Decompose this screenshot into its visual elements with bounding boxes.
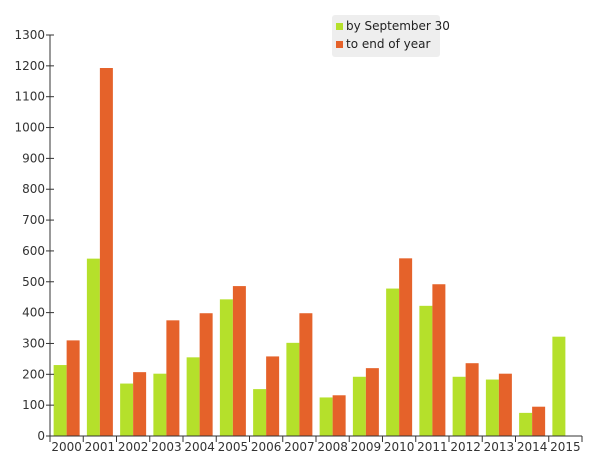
bar-series-2-2003 [166, 320, 180, 436]
bar-series-1-2006 [253, 389, 267, 436]
x-tick-label: 2005 [218, 440, 249, 454]
x-tick-label: 2004 [184, 440, 215, 454]
bar-series-1-2008 [319, 397, 333, 436]
x-tick-label: 2011 [417, 440, 448, 454]
bar-series-1-2001 [86, 258, 100, 436]
x-tick-label: 2002 [118, 440, 149, 454]
bar-series-2-2010 [399, 258, 413, 436]
x-tick-label: 2000 [51, 440, 82, 454]
y-tick-label: 800 [22, 182, 45, 196]
legend-swatch-series-1 [336, 22, 343, 30]
y-tick-label: 1100 [14, 90, 45, 104]
bar-series-2-2013 [498, 373, 512, 436]
x-tick-label: 2013 [484, 440, 515, 454]
bar-series-2-2008 [332, 395, 346, 436]
x-tick-label: 2007 [284, 440, 315, 454]
y-tick-label: 700 [22, 213, 45, 227]
x-tick-label: 2003 [151, 440, 182, 454]
bar-series-2-2014 [532, 406, 546, 436]
y-tick-label: 1200 [14, 59, 45, 73]
bar-series-1-2009 [352, 376, 366, 436]
y-tick-label: 400 [22, 306, 45, 320]
bar-series-2-2001 [99, 68, 113, 436]
legend-swatch-series-2 [336, 40, 343, 48]
x-tick-label: 2015 [550, 440, 581, 454]
x-tick-label: 2014 [517, 440, 548, 454]
y-tick-label: 600 [22, 244, 45, 258]
bar-series-1-2007 [286, 342, 300, 436]
y-tick-label: 0 [37, 429, 45, 443]
y-tick-label: 100 [22, 398, 45, 412]
x-tick-label: 2001 [85, 440, 116, 454]
y-tick-label: 1300 [14, 28, 45, 42]
bar-series-1-2010 [386, 288, 400, 436]
bar-series-2-2002 [133, 372, 147, 436]
x-tick-label: 2012 [450, 440, 481, 454]
bar-series-2-2011 [432, 284, 446, 436]
legend-item-series-1: by September 30 [336, 19, 450, 33]
bar-series-1-2012 [452, 376, 466, 436]
bar-series-1-2014 [519, 412, 533, 436]
bar-series-2-2012 [465, 363, 479, 436]
bar-series-2-2007 [299, 313, 313, 436]
y-axis-ticks: 0 100 200 300 400 500 600 700 800 900 1000 1100 1200… [14, 28, 54, 443]
bar-series-2-2006 [266, 356, 280, 436]
y-tick-label: 300 [22, 336, 45, 350]
bar-series-2-2004 [199, 313, 213, 436]
x-tick-label: 2010 [384, 440, 415, 454]
bar-series-1-2002 [120, 383, 134, 436]
bar-series-1-2015 [552, 336, 566, 436]
y-tick-label: 200 [22, 367, 45, 381]
legend-item-series-2: to end of year [336, 37, 430, 51]
legend: by September 30 to end of year [332, 15, 450, 57]
bar-series-1-2013 [485, 379, 499, 436]
y-tick-label: 900 [22, 151, 45, 165]
x-tick-label: 2008 [317, 440, 348, 454]
bar-series-2-2005 [232, 286, 246, 436]
bar-series-2-2000 [66, 340, 80, 436]
legend-label-series-1: by September 30 [346, 19, 450, 33]
bar-series-1-2011 [419, 305, 433, 436]
bar-series-1-2000 [53, 365, 67, 436]
legend-label-series-2: to end of year [346, 37, 431, 51]
bar-series-2-2009 [365, 368, 379, 436]
bar-series-1-2005 [219, 299, 233, 436]
bar-series-1-2003 [153, 373, 167, 436]
x-tick-label: 2009 [351, 440, 382, 454]
y-tick-label: 1000 [14, 121, 45, 135]
x-tick-label: 2006 [251, 440, 282, 454]
bar-series-1-2004 [186, 357, 200, 436]
bars-group [53, 68, 566, 436]
x-axis-ticks: 2000 2001 2002 2003 2004 2005 2006 2007 2008 2009… [49, 436, 583, 454]
y-tick-label: 500 [22, 275, 45, 289]
